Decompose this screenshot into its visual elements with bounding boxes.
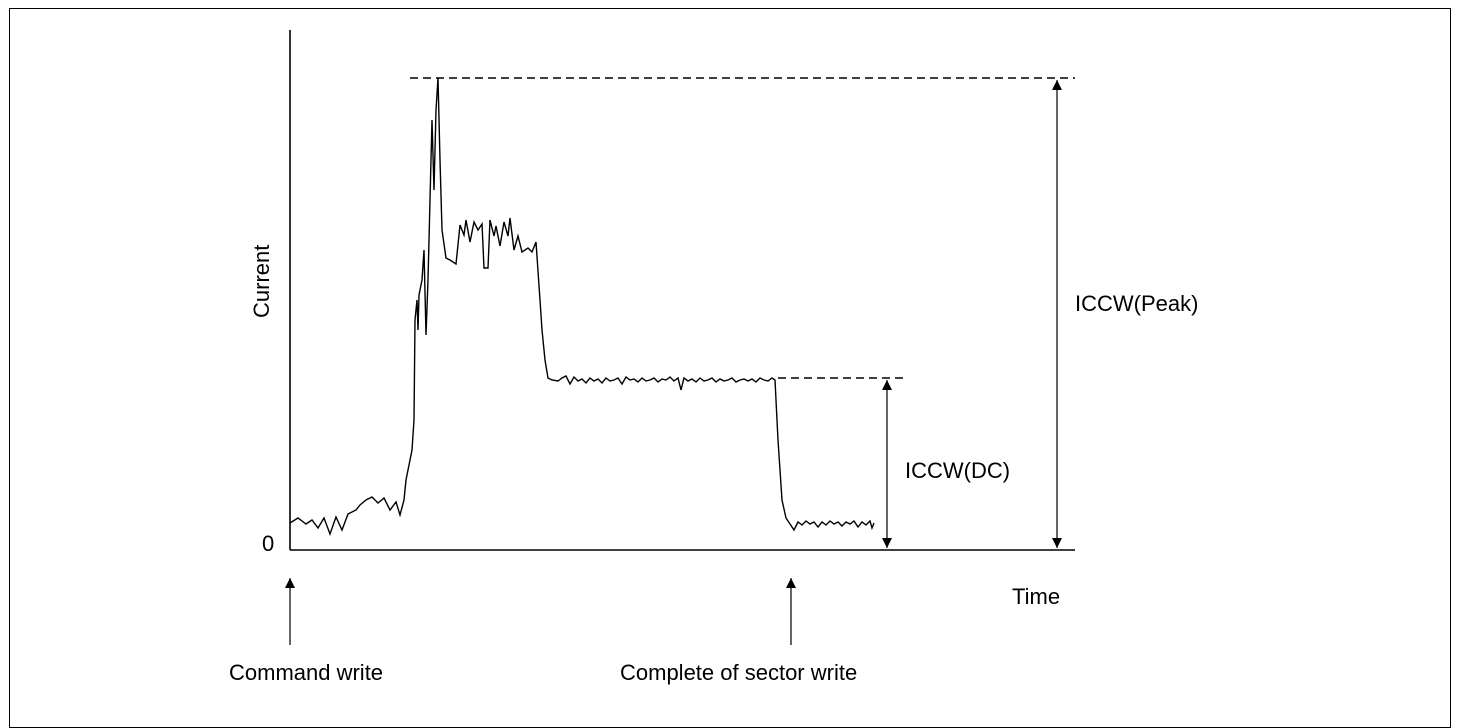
current-waveform — [289, 77, 875, 537]
current-waveform-diagram: Current Time 0 ICCW(Peak) ICCW(DC) Comma… — [229, 30, 1198, 685]
zero-label: 0 — [262, 531, 274, 556]
dc-label: ICCW(DC) — [905, 458, 1010, 483]
sector-write-complete-label: Complete of sector write — [620, 660, 857, 685]
command-write-label: Command write — [229, 660, 383, 685]
x-axis-label: Time — [1012, 584, 1060, 609]
y-axis-label: Current — [249, 245, 274, 318]
peak-label: ICCW(Peak) — [1075, 291, 1198, 316]
